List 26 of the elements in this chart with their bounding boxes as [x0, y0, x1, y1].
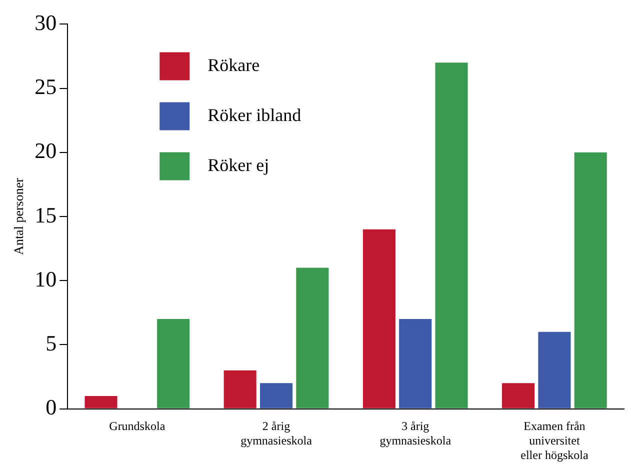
y-tick-label: 30	[34, 10, 57, 35]
legend-label: Rökare	[208, 54, 260, 75]
bar	[538, 332, 571, 408]
y-tick-label: 5	[46, 330, 57, 356]
bar	[157, 319, 190, 408]
x-tick-label: 3 årig gymnasieskola	[380, 419, 452, 448]
y-tick-label: 0	[46, 394, 57, 420]
legend-label: Röker ej	[208, 154, 270, 175]
x-tick-label: Examen från universitet eller högskola	[520, 419, 589, 462]
y-tick-label: 20	[34, 138, 57, 164]
bar	[84, 396, 118, 408]
bar	[574, 152, 607, 408]
y-tick-label: 15	[34, 202, 57, 228]
bar	[362, 229, 396, 408]
bar	[399, 319, 432, 408]
x-tick-label: 2 årig gymnasieskola	[240, 419, 313, 448]
y-axis-title: Antal personer	[11, 177, 26, 255]
legend-label: Röker ibland	[208, 104, 302, 125]
bar	[260, 383, 293, 408]
bar	[435, 62, 468, 408]
bar	[502, 383, 535, 408]
bar	[224, 370, 256, 408]
y-tick-label: 10	[34, 266, 57, 292]
x-tick-label: Grundskola	[109, 419, 166, 434]
bar	[296, 268, 329, 408]
y-tick-label: 25	[34, 74, 57, 100]
